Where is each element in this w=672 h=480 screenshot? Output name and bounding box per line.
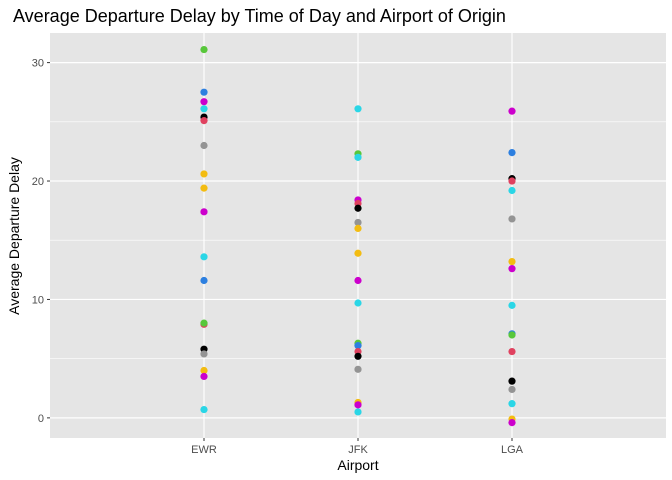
data-point — [200, 117, 208, 125]
data-point — [354, 218, 362, 227]
data-point — [200, 184, 208, 192]
data-point — [354, 224, 362, 232]
axis-ticks: 0 10 20 30 EWR JFK LGA — [32, 58, 524, 456]
data-point — [508, 215, 516, 223]
data-point — [200, 276, 208, 285]
data-point — [354, 204, 362, 212]
x-tick-label: LGA — [501, 444, 524, 456]
data-point — [508, 331, 516, 339]
x-tick-label: JFK — [348, 444, 368, 456]
data-point — [508, 107, 516, 115]
data-point — [200, 170, 208, 178]
data-point — [354, 105, 362, 113]
data-point — [200, 372, 208, 381]
data-point — [200, 45, 208, 54]
data-point — [354, 299, 362, 307]
data-point — [200, 88, 208, 96]
data-point — [200, 350, 208, 358]
data-point — [508, 419, 516, 427]
data-points — [200, 45, 516, 427]
y-tick-label: 0 — [38, 413, 44, 425]
x-tick-label: EWR — [191, 444, 217, 456]
x-axis-title: Airport — [337, 457, 378, 473]
data-point — [354, 408, 362, 416]
data-point — [200, 208, 208, 216]
data-point — [508, 149, 516, 157]
data-point — [508, 377, 516, 385]
data-point — [200, 141, 208, 150]
y-tick-label: 20 — [32, 176, 44, 188]
data-point — [354, 249, 362, 257]
data-point — [200, 105, 208, 113]
data-point — [508, 265, 516, 273]
data-point — [354, 365, 362, 373]
data-point — [200, 366, 208, 375]
data-point — [354, 153, 362, 161]
y-tick-label: 30 — [32, 58, 44, 70]
data-point — [508, 385, 516, 394]
data-point — [508, 177, 516, 185]
data-point — [508, 301, 516, 309]
data-point — [508, 257, 516, 266]
data-point — [354, 342, 362, 350]
y-tick-label: 10 — [32, 294, 44, 306]
y-axis-title: Average Departure Delay — [6, 157, 22, 315]
data-point — [508, 400, 516, 408]
data-point — [354, 401, 362, 409]
data-point — [200, 253, 208, 261]
data-point — [508, 186, 516, 195]
data-point — [200, 98, 208, 106]
data-point — [508, 347, 516, 356]
data-point — [354, 352, 362, 360]
chart-title: Average Departure Delay by Time of Day a… — [13, 6, 506, 26]
data-point — [354, 276, 362, 285]
data-point — [200, 405, 208, 414]
data-point — [200, 319, 208, 327]
